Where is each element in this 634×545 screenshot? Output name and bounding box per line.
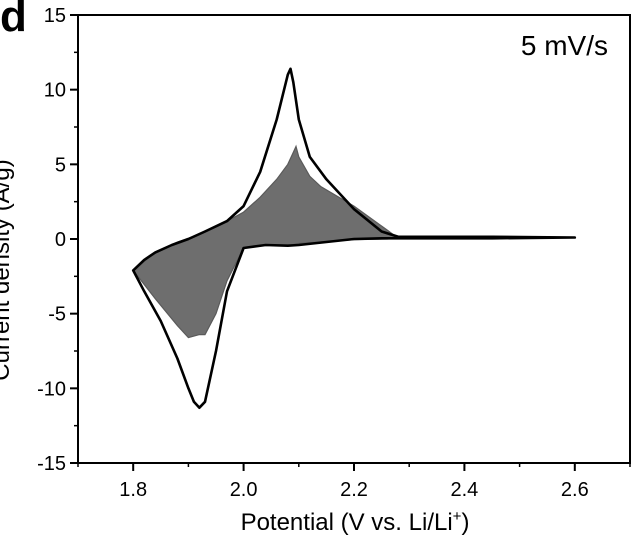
cv-curve-filled [132, 144, 400, 339]
y-tick-label: -15 [37, 453, 66, 475]
scan-rate-annotation: 5 mV/s [520, 30, 608, 61]
x-axis-label-text: Potential (V vs. Li/Li [240, 509, 453, 536]
y-tick-label: -5 [48, 304, 66, 326]
cv-curve-outline [131, 67, 577, 409]
x-tick-label: 2.6 [561, 479, 589, 501]
y-axis-label-text: Current density (A/g) [0, 159, 15, 381]
y-tick-label: 15 [44, 5, 66, 27]
y-tick-label: -10 [37, 378, 66, 400]
panel-label: d [0, 0, 27, 41]
y-tick-label: 10 [44, 80, 66, 102]
x-axis-label-suffix: ) [461, 509, 470, 536]
x-tick-label: 2.0 [230, 479, 258, 501]
x-tick-label: 2.2 [340, 479, 368, 501]
x-tick-label: 2.4 [450, 479, 478, 501]
x-axis-label-superscript: + [452, 508, 462, 525]
x-axis-label: Potential (V vs. Li/Li+) [80, 508, 630, 537]
y-tick-label: 5 [55, 154, 66, 176]
x-tick-label: 1.8 [119, 479, 147, 501]
y-tick-label: 0 [55, 229, 66, 251]
